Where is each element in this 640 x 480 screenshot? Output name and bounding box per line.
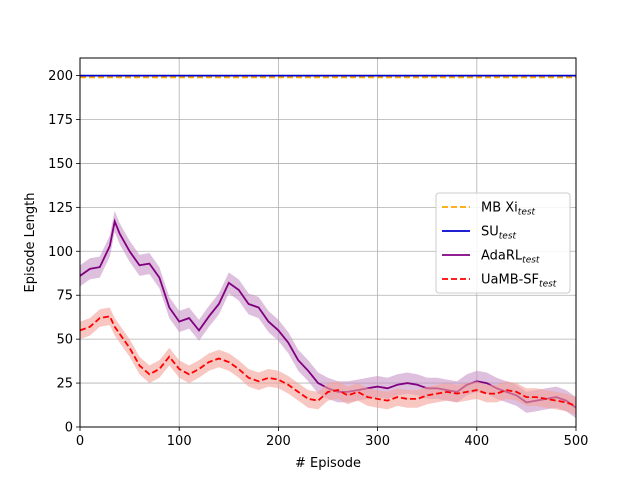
x-tick-label: 200 <box>266 434 291 449</box>
axis-ticks: 0 100 200 300 400 500 0 25 50 75 100 125 150 175 200 <box>48 69 588 449</box>
plot-series <box>79 74 577 419</box>
x-tick-label: 500 <box>564 434 589 449</box>
x-axis-label: # Episode <box>295 456 361 471</box>
plot-frame <box>79 57 577 428</box>
y-axis-label: Episode Length <box>23 192 38 292</box>
uamb-sf-series-line <box>79 315 577 407</box>
y-tick-label: 125 <box>48 201 73 216</box>
y-tick-label: 0 <box>65 421 73 436</box>
su-legend-label: SUtest <box>481 225 517 242</box>
x-tick-label: 300 <box>365 434 390 449</box>
legend-box <box>435 192 571 294</box>
y-tick-label: 50 <box>56 333 73 348</box>
mb-xi-legend-label: MB Xitest <box>481 201 536 218</box>
y-tick-label: 100 <box>48 245 73 260</box>
y-tick-label: 150 <box>48 157 73 172</box>
x-tick-label: 0 <box>76 434 84 449</box>
y-tick-label: 75 <box>56 289 73 304</box>
uamb-sf-confidence-band <box>80 307 576 415</box>
adarl-legend-label: AdaRLtest <box>481 249 540 266</box>
legend: MB Xitest SUtest AdaRLtest UaMB-SFtest <box>435 192 571 294</box>
y-tick-label: 175 <box>48 113 73 128</box>
uamb-sf-legend-label: UaMB-SFtest <box>481 273 557 290</box>
x-tick-label: 100 <box>167 434 192 449</box>
y-tick-label: 200 <box>48 69 73 84</box>
y-tick-label: 25 <box>56 377 73 392</box>
x-tick-label: 400 <box>464 434 489 449</box>
